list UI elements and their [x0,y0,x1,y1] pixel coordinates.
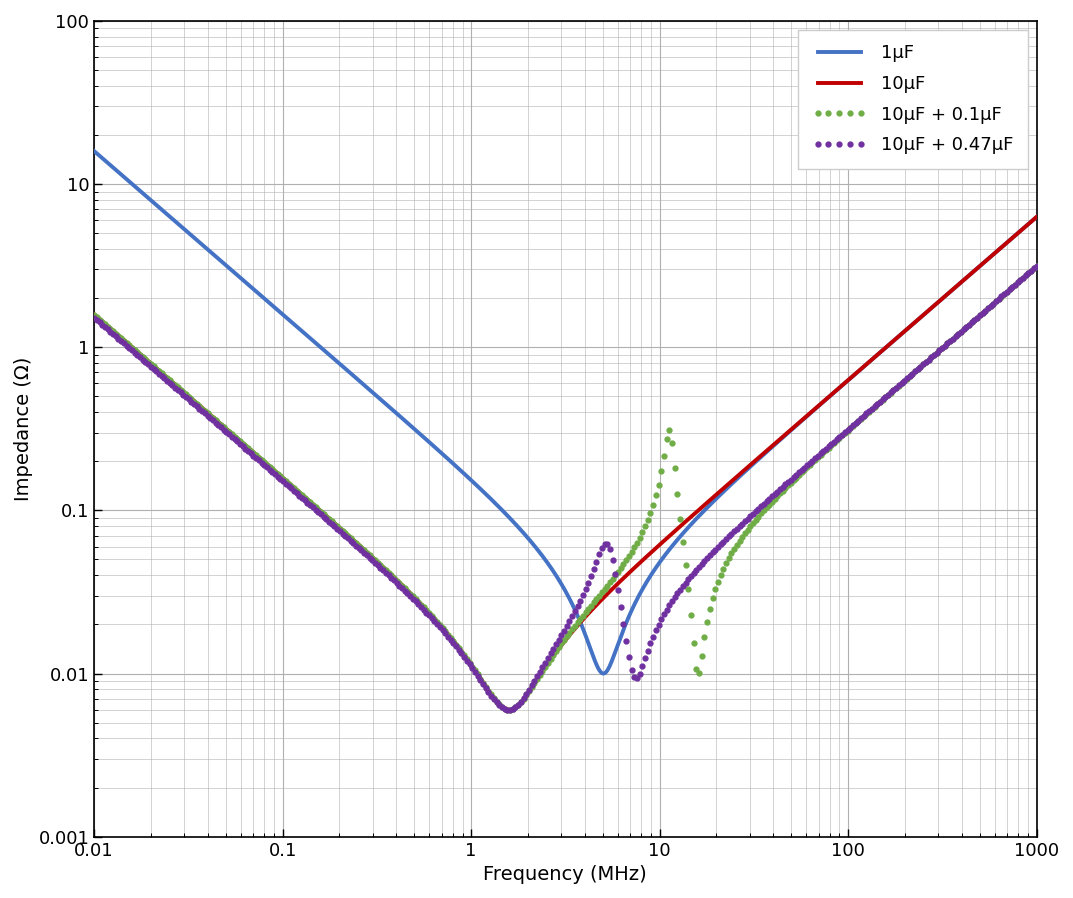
1μF [653,557,666,568]
10μF + 0.47μF [1019,270,1032,281]
10μF + 0.1μF [88,310,101,321]
10μF + 0.1μF [503,704,516,715]
10μF + 0.47μF [525,680,538,691]
10μF + 0.47μF [647,631,660,642]
Line: 10μF + 0.1μF: 10μF + 0.1μF [92,264,1039,712]
1μF [1030,212,1043,223]
1μF [597,668,609,679]
10μF + 0.47μF [88,313,101,323]
Line: 1μF: 1μF [94,151,1037,674]
Legend: 1μF, 10μF, 10μF + 0.1μF, 10μF + 0.47μF: 1μF, 10μF, 10μF + 0.1μF, 10μF + 0.47μF [797,30,1028,169]
10μF [1030,212,1043,223]
10μF + 0.1μF [1019,270,1032,281]
10μF + 0.1μF [339,528,352,539]
10μF + 0.1μF [1030,260,1043,271]
1μF [863,357,876,367]
10μF + 0.47μF [993,294,1005,304]
X-axis label: Frequency (MHz): Frequency (MHz) [484,865,647,885]
Y-axis label: Impedance (Ω): Impedance (Ω) [14,357,33,501]
1μF [88,145,101,156]
10μF [447,637,460,647]
10μF + 0.47μF [339,531,352,541]
1μF [791,419,804,430]
10μF + 0.1μF [993,294,1005,304]
10μF [701,497,714,508]
10μF + 0.47μF [592,549,605,559]
10μF [863,357,876,367]
10μF [259,457,271,468]
10μF + 0.1μF [647,499,660,510]
1μF [701,502,714,513]
10μF [88,309,101,320]
10μF [653,540,666,550]
1μF [259,294,271,304]
Line: 10μF + 0.47μF: 10μF + 0.47μF [92,264,1039,712]
10μF + 0.47μF [1030,260,1043,271]
1μF [447,459,460,470]
Line: 10μF: 10μF [94,217,1037,709]
10μF + 0.47μF [501,704,514,715]
10μF + 0.1μF [525,682,538,692]
10μF [502,704,515,715]
10μF + 0.1μF [592,590,605,601]
10μF [791,418,804,429]
